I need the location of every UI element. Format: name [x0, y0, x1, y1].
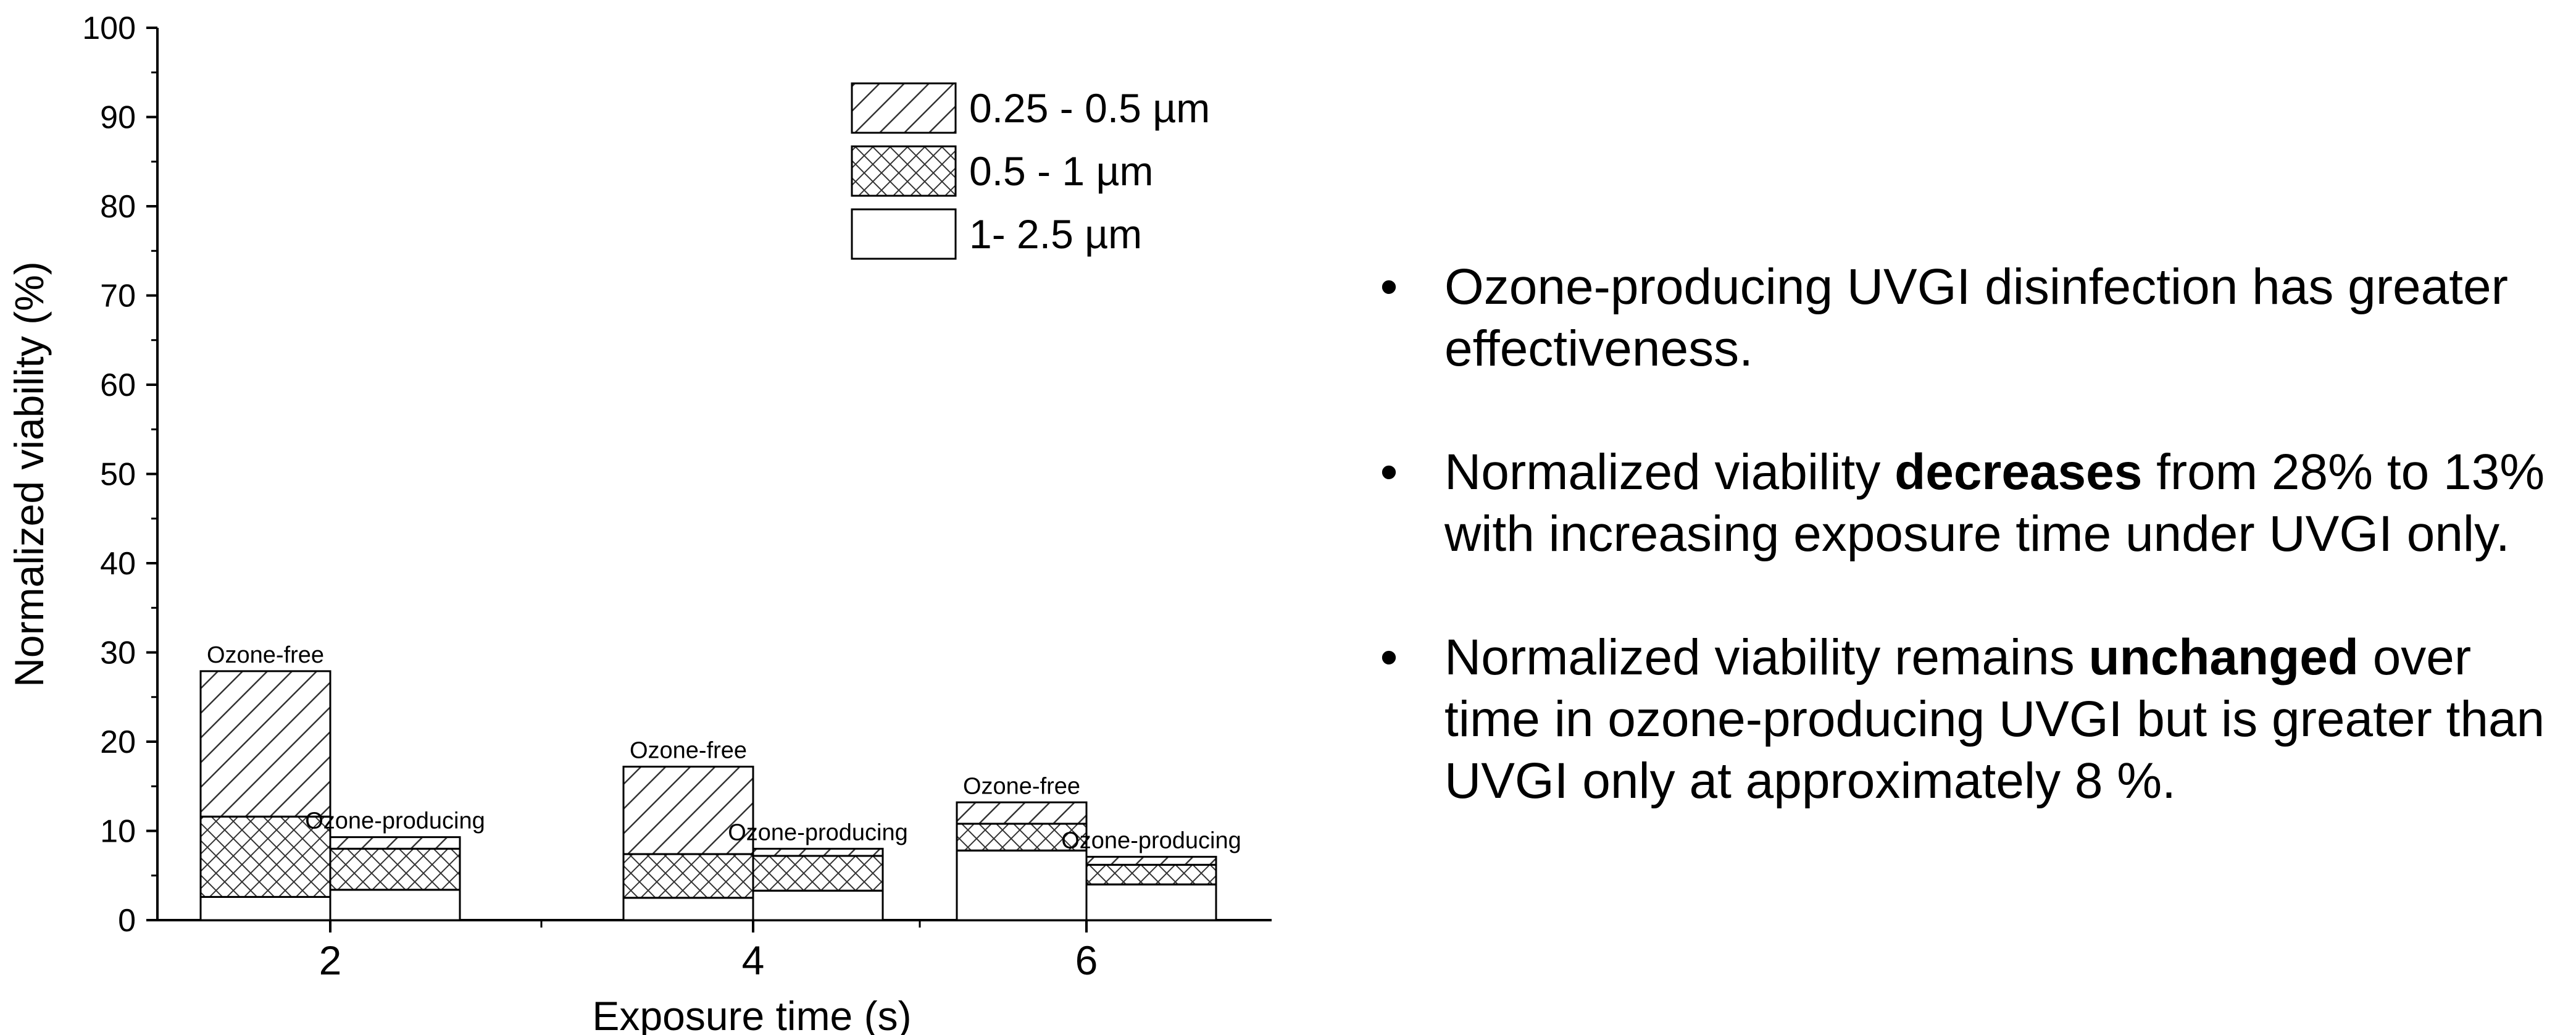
bar-group-label: Ozone-free	[630, 737, 747, 763]
bullet-symbol: •	[1380, 444, 1398, 500]
x-tick-label: 2	[319, 937, 342, 983]
bar-segment	[199, 815, 331, 898]
bullet-symbol: •	[1380, 629, 1398, 685]
bullet-item: • Normalized viability decreases from 28%…	[1370, 442, 2556, 565]
bullet-text: from 28% to 13% with increasing exposure…	[1444, 444, 2545, 562]
y-tick-label: 20	[100, 724, 136, 760]
bar-segment	[752, 847, 884, 857]
legend-swatch	[851, 145, 957, 197]
legend-swatch	[851, 208, 957, 260]
x-axis: 2 4 6	[157, 919, 1272, 983]
bar-group-label: Ozone-producing	[305, 808, 485, 834]
y-tick-label: 60	[100, 367, 136, 403]
bullet-item: • Normalized viability remains unchanged …	[1370, 627, 2556, 812]
bar-segment	[1085, 883, 1217, 921]
bar-segment	[956, 801, 1088, 825]
bullet-list: • Ozone-producing UVGI disinfection has g…	[1370, 256, 2556, 874]
bar-segment	[329, 847, 461, 891]
bullet-text: Normalized viability remains	[1444, 629, 2089, 685]
bar-segment	[329, 889, 461, 921]
bar-segment	[956, 823, 1088, 852]
y-axis-label: Normalized viability (%)	[6, 261, 52, 687]
bar-segment	[622, 765, 754, 855]
y-axis: 0 10 20 30 40 50 60 70 80 90 100	[82, 10, 159, 939]
bullet-emphasis: decreases	[1894, 444, 2143, 500]
legend-label: 0.25 - 0.5 µm	[969, 85, 1210, 131]
bar-segment	[199, 670, 331, 818]
x-tick-label: 6	[1075, 937, 1098, 983]
y-tick-label: 50	[100, 457, 136, 493]
bullet-emphasis: unchanged	[2088, 629, 2359, 685]
bar-segment	[752, 889, 884, 921]
bar-group-label: Ozone-producing	[728, 819, 908, 845]
y-tick-label: 70	[100, 279, 136, 314]
legend: 0.25 - 0.5 µm 0.5 - 1 µm 1- 2.5 µm	[851, 82, 1210, 260]
y-tick-label: 10	[100, 814, 136, 850]
bar-segment	[956, 849, 1088, 921]
y-tick-label: 100	[82, 10, 136, 46]
bar-segment	[622, 897, 754, 921]
y-tick-label: 40	[100, 546, 136, 582]
chart: 0 10 20 30 40 50 60 70 80 90 100 2 4 6 Normalized vi…	[6, 10, 1272, 1035]
legend-label: 1- 2.5 µm	[969, 211, 1142, 257]
y-tick-label: 30	[100, 635, 136, 671]
x-axis-label: Exposure time (s)	[592, 993, 911, 1035]
bar-segment	[1085, 855, 1217, 866]
bar-segment	[622, 853, 754, 899]
bar-segment	[752, 855, 884, 892]
bullet-text: Normalized viability	[1444, 444, 1895, 500]
bullet-item: • Ozone-producing UVGI disinfection has g…	[1370, 256, 2556, 380]
y-tick-label: 90	[100, 100, 136, 136]
legend-label: 0.5 - 1 µm	[969, 148, 1153, 194]
bullet-text: over time in ozone-producing UVGI but is…	[1444, 629, 2545, 809]
bar-segment	[1085, 863, 1217, 886]
legend-swatch	[851, 82, 957, 134]
bar-segment	[199, 895, 331, 921]
bar-group-label: Ozone-free	[963, 773, 1080, 799]
bar-segment	[329, 836, 461, 850]
bars: Ozone-free Ozone-producing Ozone-free Ozone…	[199, 642, 1241, 921]
bar-group-label: Ozone-free	[207, 642, 324, 668]
bar-group-label: Ozone-producing	[1061, 828, 1241, 853]
x-tick-label: 4	[742, 937, 765, 983]
bullet-symbol: •	[1380, 259, 1398, 315]
bullet-text: Ozone-producing UVGI disinfection has gr…	[1444, 259, 2508, 377]
y-tick-label: 0	[118, 903, 136, 939]
y-tick-label: 80	[100, 189, 136, 225]
